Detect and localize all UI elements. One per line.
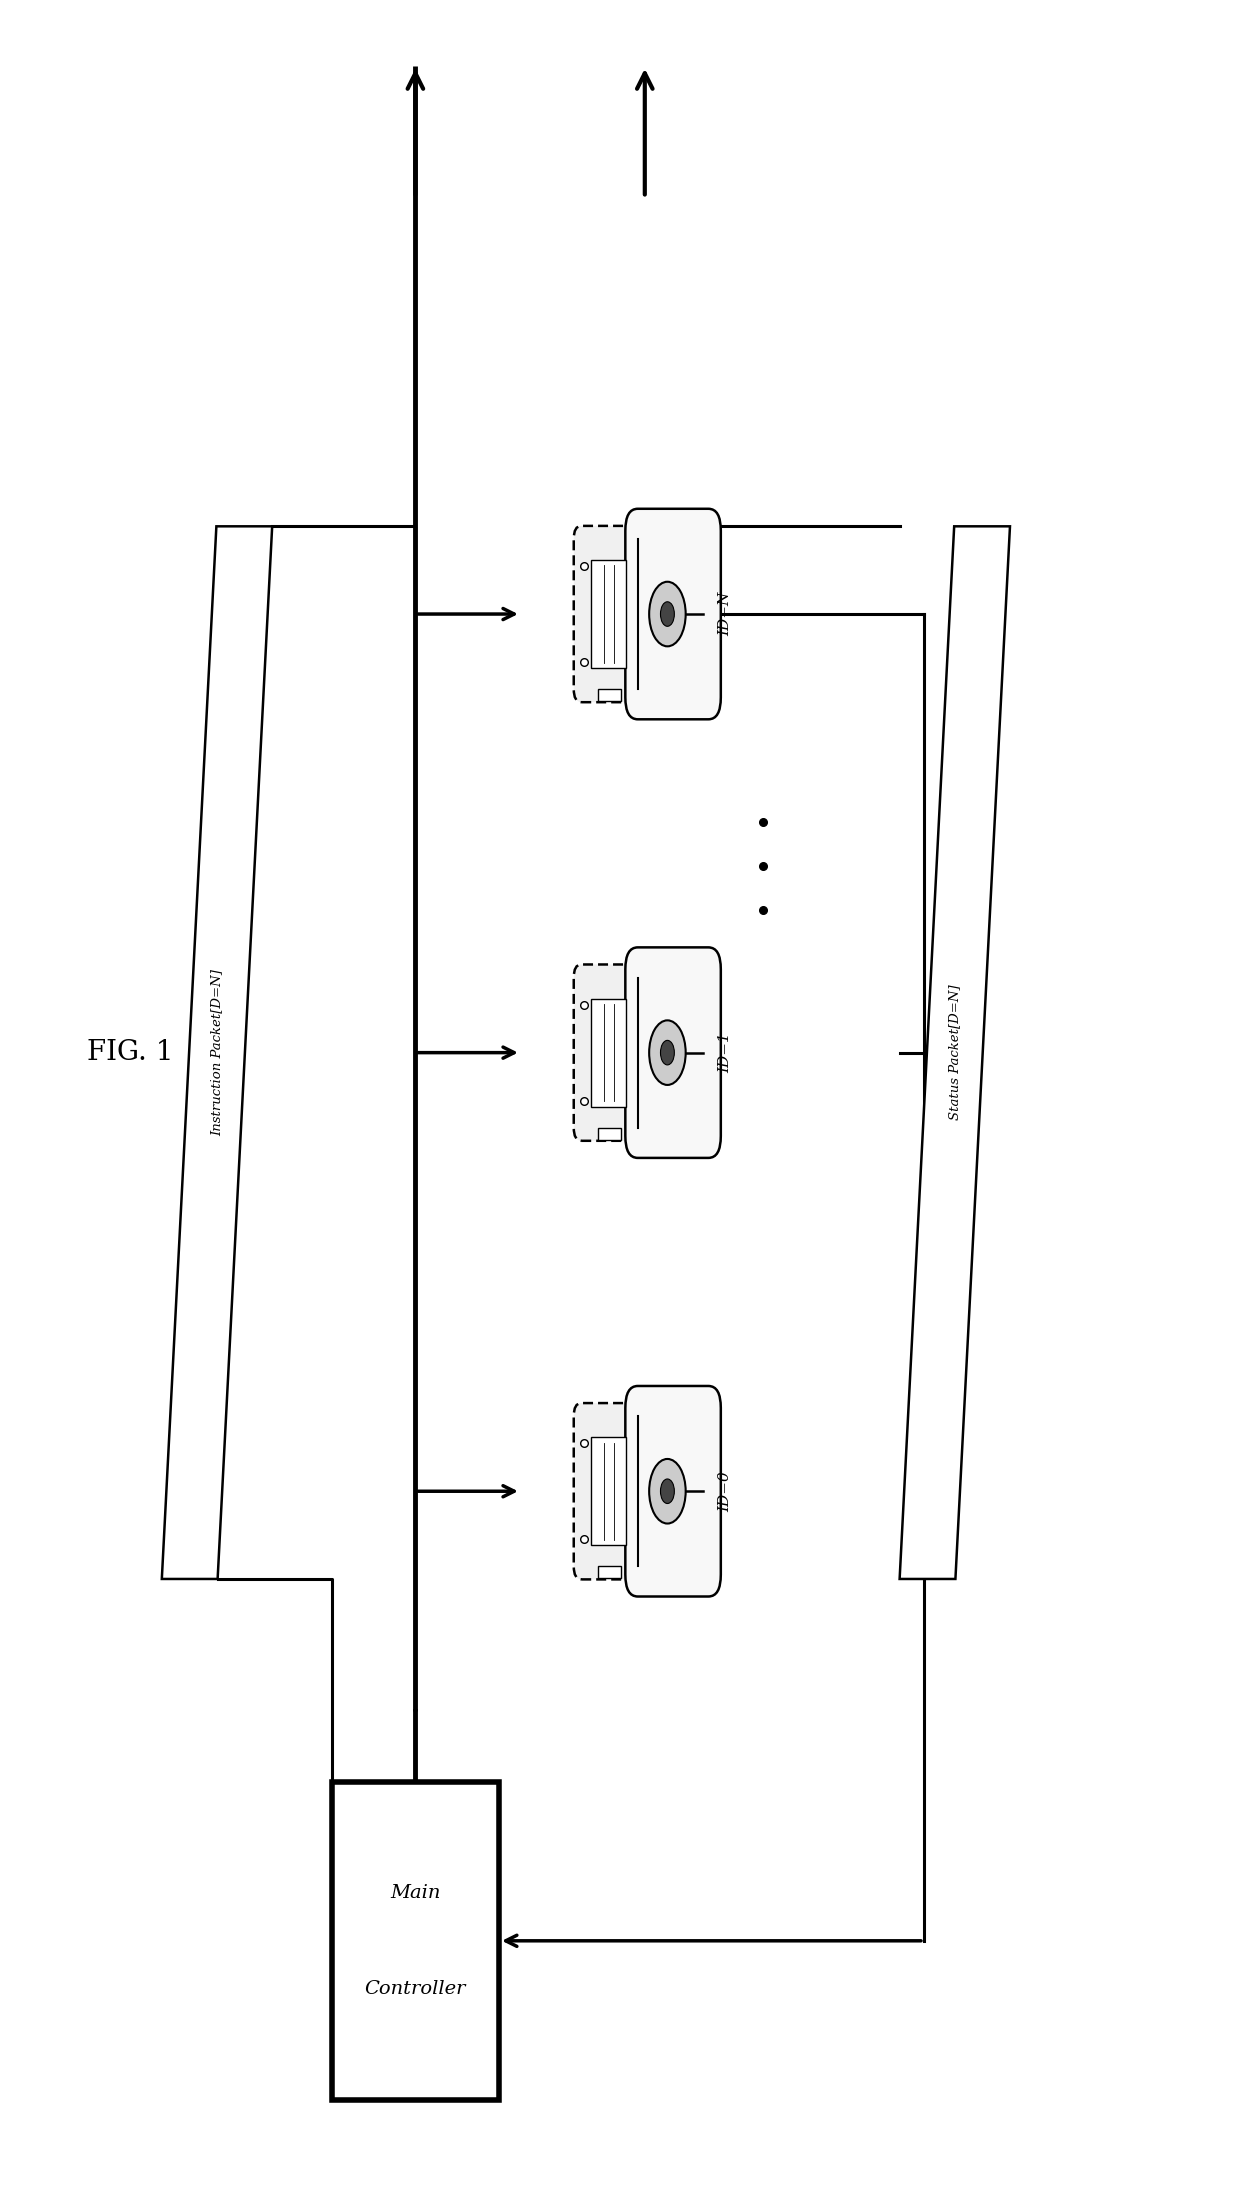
Circle shape	[661, 1039, 675, 1066]
FancyBboxPatch shape	[625, 509, 720, 719]
Polygon shape	[900, 526, 1011, 1579]
Text: ID=N: ID=N	[718, 592, 732, 636]
FancyBboxPatch shape	[574, 965, 645, 1140]
Text: ID=0: ID=0	[718, 1472, 732, 1511]
Text: ID=1: ID=1	[718, 1033, 732, 1072]
Circle shape	[650, 1458, 686, 1524]
Text: FIG. 1: FIG. 1	[87, 1039, 174, 1066]
Circle shape	[661, 601, 675, 627]
Bar	[598, 689, 621, 702]
Bar	[598, 1566, 621, 1579]
FancyBboxPatch shape	[574, 526, 645, 702]
Circle shape	[650, 1020, 686, 1086]
Bar	[591, 559, 626, 669]
Text: Controller: Controller	[365, 1980, 466, 1998]
FancyBboxPatch shape	[625, 1386, 720, 1597]
Text: Status Packet[D=N]: Status Packet[D=N]	[949, 985, 961, 1121]
Bar	[598, 1127, 621, 1140]
Bar	[591, 998, 626, 1107]
Polygon shape	[161, 526, 273, 1579]
Circle shape	[661, 1478, 675, 1504]
Bar	[591, 1436, 626, 1546]
Text: Instruction Packet[D=N]: Instruction Packet[D=N]	[211, 969, 223, 1136]
FancyBboxPatch shape	[574, 1404, 645, 1579]
Bar	[332, 1781, 498, 2101]
Circle shape	[650, 581, 686, 647]
FancyBboxPatch shape	[625, 947, 720, 1158]
Text: Main: Main	[391, 1884, 440, 1901]
